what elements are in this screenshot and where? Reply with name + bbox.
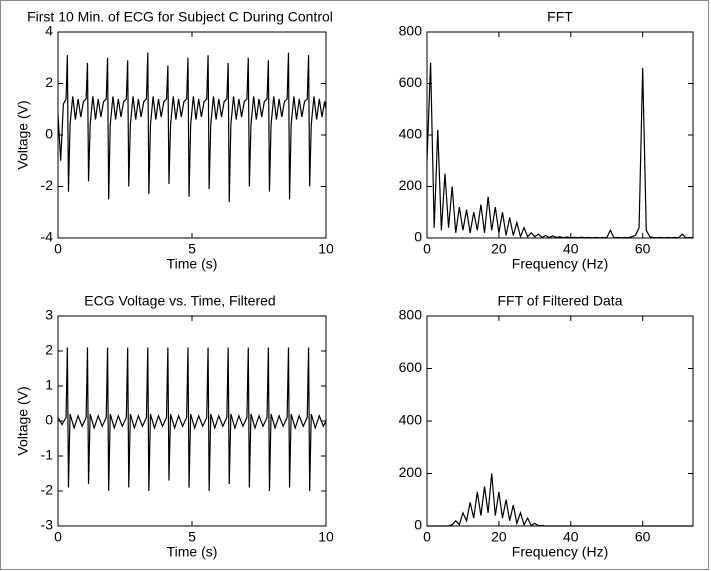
x-tick-label: 40 — [563, 529, 579, 545]
y-tick-label: 400 — [399, 126, 423, 142]
y-axis-label: Voltage (V) — [15, 100, 31, 169]
x-axis-label: Frequency (Hz) — [512, 256, 608, 272]
y-tick-label: -2 — [41, 177, 54, 193]
signal-line — [426, 62, 694, 239]
plot-area — [427, 316, 693, 526]
y-tick-label: -2 — [41, 482, 54, 498]
x-axis-label: Frequency (Hz) — [512, 544, 608, 560]
y-tick-label: 2 — [45, 74, 53, 90]
x-tick-label: 5 — [188, 241, 196, 257]
y-tick-label: 0 — [45, 126, 53, 142]
y-tick-label: 800 — [399, 23, 423, 39]
y-axis-label: Voltage (V) — [15, 386, 31, 455]
x-tick-label: 20 — [491, 241, 507, 257]
y-tick-label: 800 — [399, 307, 423, 323]
y-tick-label: -3 — [41, 517, 54, 533]
signal-line — [427, 473, 693, 527]
x-tick-label: 0 — [54, 529, 62, 545]
y-tick-label: 200 — [399, 177, 423, 193]
y-tick-label: 0 — [414, 229, 422, 245]
y-tick-label: 4 — [45, 23, 53, 39]
x-tick-label: 5 — [188, 529, 196, 545]
x-tick-label: 10 — [318, 241, 334, 257]
y-tick-label: 0 — [414, 517, 422, 533]
x-axis-label: Time (s) — [167, 544, 218, 560]
x-tick-label: 0 — [423, 241, 431, 257]
signal-line — [57, 347, 327, 492]
x-tick-label: 0 — [54, 241, 62, 257]
signal-line — [57, 52, 327, 202]
x-tick-label: 10 — [318, 529, 334, 545]
chart-title: First 10 Min. of ECG for Subject C Durin… — [27, 9, 333, 25]
y-tick-label: 200 — [399, 464, 423, 480]
y-tick-label: -4 — [41, 229, 54, 245]
y-tick-label: 3 — [45, 307, 53, 323]
x-tick-label: 60 — [635, 529, 651, 545]
x-tick-label: 0 — [423, 529, 431, 545]
plot-area — [58, 32, 326, 238]
y-tick-label: 600 — [399, 359, 423, 375]
x-tick-label: 60 — [635, 241, 651, 257]
chart-title: FFT of Filtered Data — [497, 293, 622, 309]
y-tick-label: 400 — [399, 412, 423, 428]
y-tick-label: 1 — [45, 377, 53, 393]
x-tick-label: 40 — [563, 241, 579, 257]
y-tick-label: -1 — [41, 447, 54, 463]
y-tick-label: 2 — [45, 342, 53, 358]
y-tick-label: 600 — [399, 74, 423, 90]
x-tick-label: 20 — [491, 529, 507, 545]
chart-title: FFT — [547, 9, 573, 25]
chart-title: ECG Voltage vs. Time, Filtered — [84, 293, 275, 309]
plot-area — [427, 32, 693, 238]
y-tick-label: 0 — [45, 412, 53, 428]
x-axis-label: Time (s) — [167, 256, 218, 272]
